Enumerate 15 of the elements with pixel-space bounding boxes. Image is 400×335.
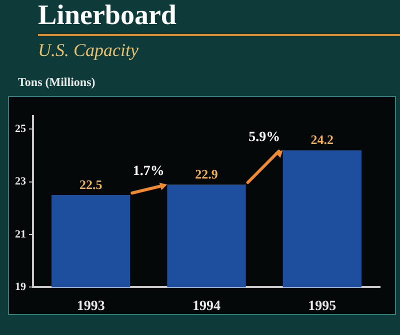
y-tick-label: 21 (15, 228, 26, 240)
data-label: 24.2 (310, 132, 334, 148)
annotation: 5.9% (248, 130, 280, 145)
data-label: 22.9 (195, 166, 218, 182)
annotation: 1.7% (132, 164, 164, 180)
y-tick-label: 25 (15, 123, 26, 136)
y-tick-label: 23 (15, 176, 26, 188)
x-tick-label: 1993 (76, 299, 105, 314)
y-axis-title: Tons (Millions) (18, 75, 96, 90)
y-tick-label: 19 (15, 281, 26, 294)
x-tick-label: 1994 (192, 299, 220, 314)
data-label: 22.5 (79, 176, 103, 192)
chart-title: Linerboard (38, 0, 176, 32)
x-tick-label: 1995 (308, 299, 336, 314)
chart-subtitle: U.S. Capacity (38, 40, 138, 61)
